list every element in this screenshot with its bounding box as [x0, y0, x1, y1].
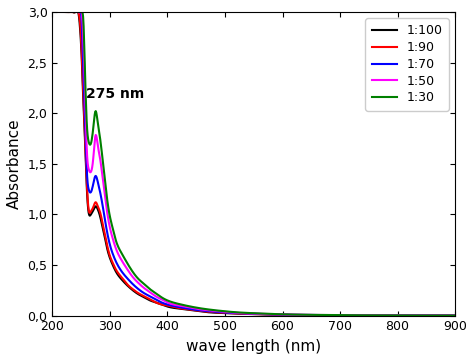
Legend: 1:100, 1:90, 1:70, 1:50, 1:30: 1:100, 1:90, 1:70, 1:50, 1:30 — [365, 18, 449, 111]
1:70 — [407, 313, 412, 318]
1:50 — [283, 313, 289, 317]
1:100 — [294, 313, 300, 317]
1:70 — [396, 313, 402, 318]
1:30 — [355, 313, 361, 317]
1:70 — [355, 313, 361, 318]
Line: 1:30: 1:30 — [52, 12, 455, 316]
1:100 — [49, 10, 55, 14]
1:100 — [283, 313, 289, 317]
1:100 — [407, 313, 412, 318]
Line: 1:100: 1:100 — [52, 12, 455, 316]
1:90 — [407, 313, 412, 318]
1:50 — [306, 313, 312, 317]
1:30 — [49, 10, 55, 14]
1:70 — [294, 313, 300, 317]
1:30 — [306, 313, 312, 317]
Line: 1:50: 1:50 — [52, 12, 455, 316]
1:30 — [452, 313, 458, 318]
1:70 — [452, 313, 458, 318]
1:50 — [294, 313, 300, 317]
1:50 — [74, 10, 80, 14]
1:90 — [294, 313, 300, 317]
Text: 275 nm: 275 nm — [86, 87, 144, 101]
1:90 — [283, 313, 289, 317]
1:70 — [74, 10, 80, 14]
1:50 — [452, 313, 458, 318]
1:100 — [74, 10, 80, 14]
Y-axis label: Absorbance: Absorbance — [7, 118, 22, 209]
1:30 — [439, 313, 445, 318]
1:100 — [355, 313, 361, 318]
1:30 — [396, 313, 402, 318]
1:50 — [407, 313, 412, 318]
1:70 — [49, 10, 55, 14]
1:90 — [49, 10, 55, 14]
1:100 — [306, 313, 312, 317]
X-axis label: wave length (nm): wave length (nm) — [186, 339, 321, 354]
1:50 — [355, 313, 361, 318]
1:50 — [49, 10, 55, 14]
1:30 — [294, 313, 300, 317]
1:30 — [74, 10, 80, 14]
1:100 — [396, 313, 402, 318]
Line: 1:70: 1:70 — [52, 12, 455, 316]
1:100 — [452, 313, 458, 318]
1:70 — [283, 313, 289, 317]
1:30 — [283, 312, 289, 317]
1:90 — [74, 10, 80, 14]
Line: 1:90: 1:90 — [52, 12, 455, 316]
1:90 — [355, 313, 361, 318]
1:90 — [452, 313, 458, 318]
1:70 — [306, 313, 312, 317]
1:90 — [306, 313, 312, 317]
1:50 — [396, 313, 402, 318]
1:90 — [396, 313, 402, 318]
